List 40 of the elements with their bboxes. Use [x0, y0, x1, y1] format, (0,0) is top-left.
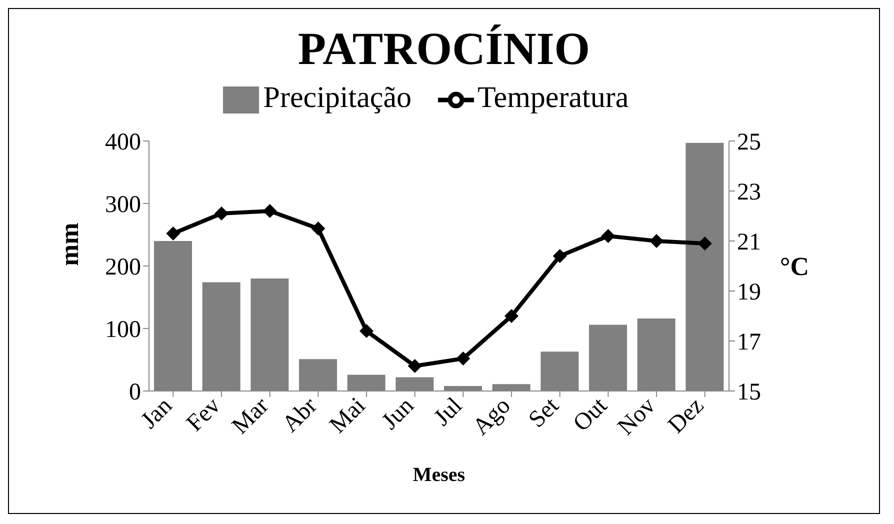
x-tick-label: Nov [613, 392, 661, 440]
y-tick-label: 100 [105, 317, 141, 344]
x-tick-label: Jul [429, 392, 468, 432]
x-tick-label: Abr [278, 392, 322, 438]
x-tick-label: Jun [377, 392, 420, 435]
x-tick-label: Set [524, 392, 564, 433]
y2-tick-label: 21 [737, 230, 761, 256]
x-tick-label: Fev [182, 392, 226, 437]
point [601, 229, 616, 243]
point [408, 359, 422, 373]
point [698, 236, 712, 250]
y-axis-title: mm [55, 222, 84, 266]
y2-tick-label: 25 [737, 130, 761, 156]
point [360, 324, 374, 338]
chart-title: PATROCÍNIO [296, 22, 592, 76]
y2-tick-label: 15 [737, 380, 761, 406]
legend-label: Temperatura [478, 81, 629, 114]
point [552, 249, 567, 263]
point [166, 226, 180, 240]
x-tick-label: Dez [663, 392, 710, 439]
point [650, 234, 664, 248]
y2-tick-label: 19 [737, 280, 761, 306]
point [214, 206, 228, 220]
point [456, 352, 470, 366]
legend-label: Precipitação [263, 81, 412, 114]
point [504, 309, 518, 323]
x-tick-label: Ago [468, 392, 516, 440]
y-tick-label: 200 [105, 254, 141, 281]
x-tick-label: Out [568, 392, 613, 437]
y-tick-label: 0 [129, 380, 141, 406]
y2-tick-label: 23 [737, 180, 761, 206]
y2-tick-label: 17 [737, 330, 761, 356]
x-tick-label: Mai [325, 392, 371, 439]
y2-axis-title: °C [780, 252, 809, 282]
point [262, 204, 277, 218]
x-tick-label: Mar [227, 392, 274, 440]
y-tick-label: 400 [105, 130, 141, 156]
x-axis-title: Meses [412, 464, 466, 486]
y-tick-label: 300 [105, 192, 141, 218]
point [311, 222, 326, 236]
